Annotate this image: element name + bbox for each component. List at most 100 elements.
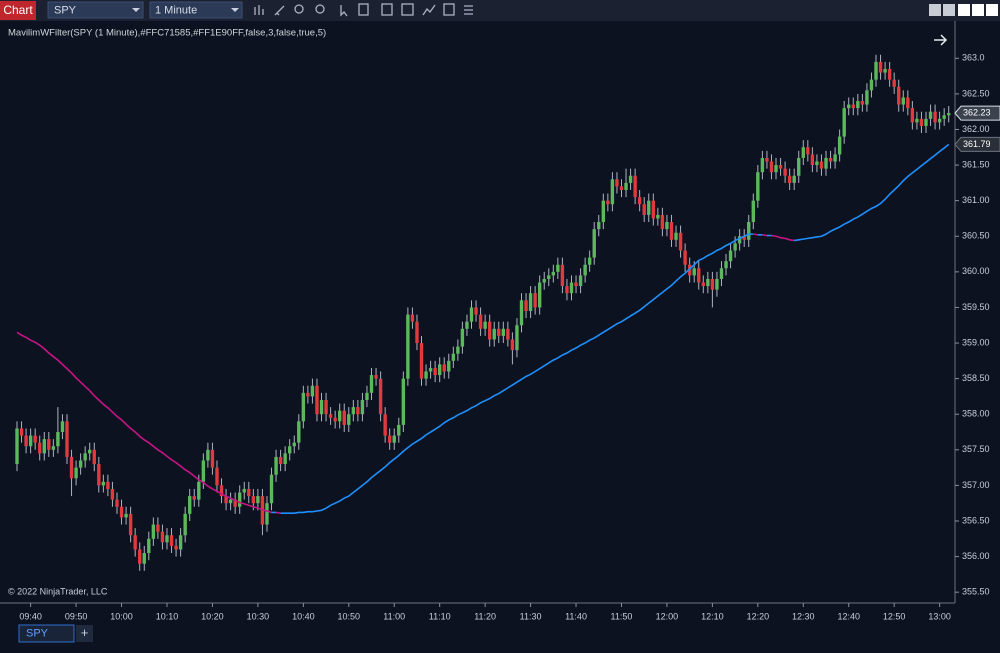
bars-icon[interactable] <box>254 5 264 15</box>
x-tick-label: 11:20 <box>474 611 496 621</box>
candle-body <box>115 499 119 507</box>
candle-body <box>92 449 96 465</box>
candle-body <box>878 61 883 73</box>
candle-body <box>833 154 837 162</box>
candle-body <box>483 321 487 329</box>
candle-body <box>128 513 133 536</box>
draw-icon[interactable] <box>274 5 285 16</box>
candle-body <box>551 271 556 276</box>
x-tick-label: 11:40 <box>565 611 587 621</box>
candle-body <box>906 97 910 109</box>
properties-icon[interactable] <box>381 3 393 16</box>
add-tab-button[interactable] <box>76 625 93 642</box>
candle-body <box>183 513 187 536</box>
indicator-label: MavilimWFilter(SPY (1 Minute),#FFC71585,… <box>8 28 326 39</box>
x-tick-label: 13:00 <box>928 611 951 621</box>
x-tick-label: 11:50 <box>611 611 633 621</box>
candle-body <box>747 222 751 240</box>
x-tick-label: 11:10 <box>429 611 451 621</box>
indicators-icon[interactable] <box>401 3 414 16</box>
candle-body <box>901 97 905 105</box>
candle-body <box>356 407 360 415</box>
candle-body <box>537 282 542 308</box>
x-tick-label: 09:40 <box>19 611 42 621</box>
candle-body <box>728 250 733 262</box>
candle-body <box>915 118 919 123</box>
candle-body <box>724 261 728 269</box>
zoom-in-icon[interactable] <box>294 4 304 14</box>
minimize-button[interactable] <box>958 4 970 16</box>
candle-body <box>542 278 546 283</box>
templates-icon[interactable] <box>443 3 455 16</box>
candle-body <box>847 104 851 109</box>
candle-body <box>97 464 101 486</box>
candle-body <box>665 222 669 230</box>
candle-body <box>415 321 419 344</box>
scroll-to-end-arrow[interactable] <box>934 34 948 46</box>
candle-body <box>656 214 660 219</box>
candle-body <box>769 161 774 173</box>
candle-body <box>219 485 224 497</box>
candle-body <box>269 474 274 504</box>
candle-body <box>83 453 87 461</box>
candle-body <box>637 197 642 205</box>
candle-body <box>524 300 528 311</box>
interval-label[interactable]: 1 Minute <box>155 4 197 16</box>
add-tab-label[interactable]: + <box>81 625 89 640</box>
candle-body <box>760 157 765 173</box>
interval-dropdown[interactable] <box>149 1 243 19</box>
candle-body <box>451 353 456 361</box>
candle-body <box>369 375 374 393</box>
menu-icon[interactable] <box>464 5 473 15</box>
candle-body <box>56 432 60 447</box>
maximize-button[interactable] <box>972 4 984 16</box>
plot-area: 355.50 356.00 356.50 357.00 357.50 358.00 358.… <box>15 53 990 621</box>
candle-body <box>324 399 328 415</box>
data-box-icon[interactable] <box>358 3 369 16</box>
candle-body <box>474 307 478 315</box>
candle-body <box>837 136 842 155</box>
candle-body <box>828 157 833 162</box>
candle-body <box>869 79 874 91</box>
candle-body <box>597 222 601 230</box>
window-button[interactable] <box>929 4 941 16</box>
window-button[interactable] <box>943 4 955 16</box>
candle-body <box>242 488 246 493</box>
candle-body <box>715 278 719 290</box>
indicator-line <box>275 511 281 514</box>
last-price-tag-label: 362.23 <box>963 107 991 117</box>
y-tick-label: 358.50 <box>962 373 990 383</box>
candle-body <box>606 200 610 205</box>
tab[interactable] <box>18 624 75 643</box>
candle-body <box>306 392 310 397</box>
instrument-dropdown[interactable] <box>47 1 144 19</box>
candle-body <box>133 535 137 550</box>
tab-label[interactable]: SPY <box>26 627 49 639</box>
instrument-label[interactable]: SPY <box>54 4 77 16</box>
candle-body <box>856 101 860 109</box>
candle-body <box>251 496 256 504</box>
candle-body <box>528 293 533 311</box>
candle-body <box>792 175 796 183</box>
indicator-value-tag-box <box>954 136 1000 152</box>
zoom-out-icon[interactable] <box>315 4 325 14</box>
candle-body <box>247 488 251 497</box>
dropdown-arrow[interactable] <box>231 8 239 12</box>
candle-body <box>347 414 351 425</box>
candle-body <box>647 200 651 215</box>
candle-body <box>69 456 74 479</box>
candle-body <box>692 268 696 276</box>
pointer-icon[interactable] <box>340 5 348 17</box>
dropdown-arrow[interactable] <box>132 8 140 12</box>
close-button[interactable] <box>986 4 998 16</box>
candle-body <box>487 321 492 340</box>
toolbar-icons <box>254 3 473 17</box>
candle-body <box>215 467 219 486</box>
indicator-line <box>280 233 754 514</box>
strategies-icon[interactable] <box>422 4 436 16</box>
candle-body <box>547 275 551 279</box>
candle-body <box>274 456 278 475</box>
candle-body <box>147 538 151 554</box>
